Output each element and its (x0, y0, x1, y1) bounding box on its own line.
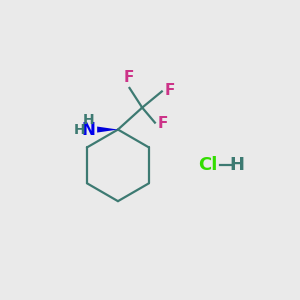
Text: H: H (230, 156, 244, 174)
Text: N: N (82, 121, 95, 139)
Polygon shape (97, 127, 118, 133)
Text: F: F (158, 116, 168, 131)
Text: H: H (83, 113, 94, 127)
Text: F: F (123, 70, 134, 85)
Text: F: F (165, 83, 175, 98)
Text: Cl: Cl (198, 156, 218, 174)
Text: H: H (74, 123, 85, 136)
